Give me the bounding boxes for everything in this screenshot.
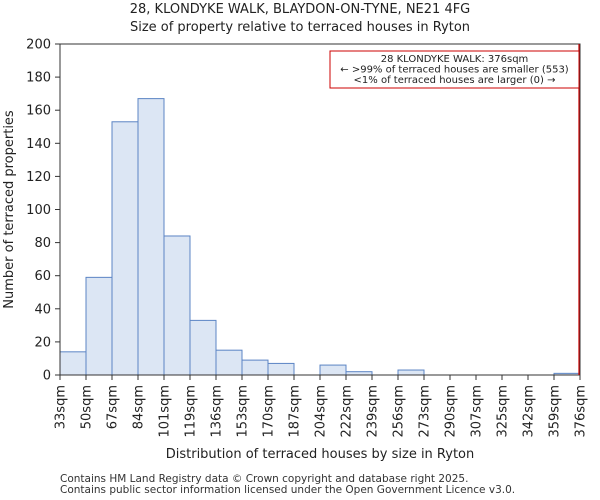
x-tick-label: 307sqm: [470, 385, 485, 438]
x-tick-label: 273sqm: [418, 385, 433, 438]
annotation-line-1: 28 KLONDYKE WALK: 376sqm: [381, 54, 529, 65]
x-tick-label: 33sqm: [54, 385, 69, 429]
bar-136sqm: [215, 349, 243, 376]
x-tick-label: 187sqm: [288, 385, 303, 438]
annotation-line-3: <1% of terraced houses are larger (0) →: [354, 75, 556, 86]
footer-copyright: Contains HM Land Registry data © Crown c…: [60, 473, 469, 485]
bar-33sqm: [59, 351, 87, 376]
x-tick-label: 136sqm: [210, 385, 225, 438]
x-tick-label: 170sqm: [262, 385, 277, 438]
footer-licence: Contains public sector information licen…: [60, 484, 516, 496]
x-tick-label: 359sqm: [548, 385, 563, 438]
y-tick-label: 140: [26, 137, 51, 152]
bar-153sqm: [241, 359, 269, 376]
x-tick-label: 204sqm: [314, 385, 329, 438]
x-tick-label: 153sqm: [236, 385, 251, 438]
y-tick-label: 0: [43, 369, 51, 384]
y-tick-label: 180: [26, 71, 51, 86]
y-tick-label: 60: [34, 269, 51, 284]
annotation-box: 28 KLONDYKE WALK: 376sqm ← >99% of terra…: [329, 50, 580, 89]
bar-256sqm: [397, 369, 425, 376]
chart-subtitle: Size of property relative to terraced ho…: [129, 20, 471, 35]
x-tick-label: 256sqm: [392, 385, 407, 438]
bar-119sqm: [189, 319, 217, 376]
x-tick-label: 239sqm: [366, 385, 381, 438]
annotation-line-2: ← >99% of terraced houses are smaller (5…: [340, 65, 569, 76]
x-tick-label: 290sqm: [444, 385, 459, 438]
x-axis-title: Distribution of terraced houses by size …: [166, 447, 475, 462]
x-tick-label: 67sqm: [106, 385, 121, 429]
bar-67sqm: [111, 121, 139, 376]
x-tick-label: 119sqm: [184, 385, 199, 438]
y-axis-title: Number of terraced properties: [2, 110, 17, 309]
y-tick-label: 80: [34, 236, 51, 251]
y-tick-label: 40: [34, 302, 51, 317]
x-tick-label: 325sqm: [496, 385, 511, 438]
y-tick-label: 20: [34, 335, 51, 350]
x-tick-label: 376sqm: [574, 385, 589, 438]
y-tick-label: 200: [26, 38, 51, 53]
y-tick-label: 120: [26, 170, 51, 185]
y-tick-label: 160: [26, 104, 51, 119]
bar-50sqm: [85, 276, 113, 376]
bar-84sqm: [137, 98, 165, 376]
x-tick-label: 50sqm: [80, 385, 95, 429]
x-tick-label: 342sqm: [522, 385, 537, 438]
bar-101sqm: [163, 235, 191, 376]
bar-204sqm: [319, 364, 347, 376]
x-tick-label: 222sqm: [340, 385, 355, 438]
bar-170sqm: [267, 362, 295, 376]
x-tick-label: 101sqm: [158, 385, 173, 438]
chart-title: 28, KLONDYKE WALK, BLAYDON-ON-TYNE, NE21…: [129, 2, 471, 17]
x-tick-label: 84sqm: [132, 385, 147, 429]
y-tick-label: 100: [26, 203, 51, 218]
